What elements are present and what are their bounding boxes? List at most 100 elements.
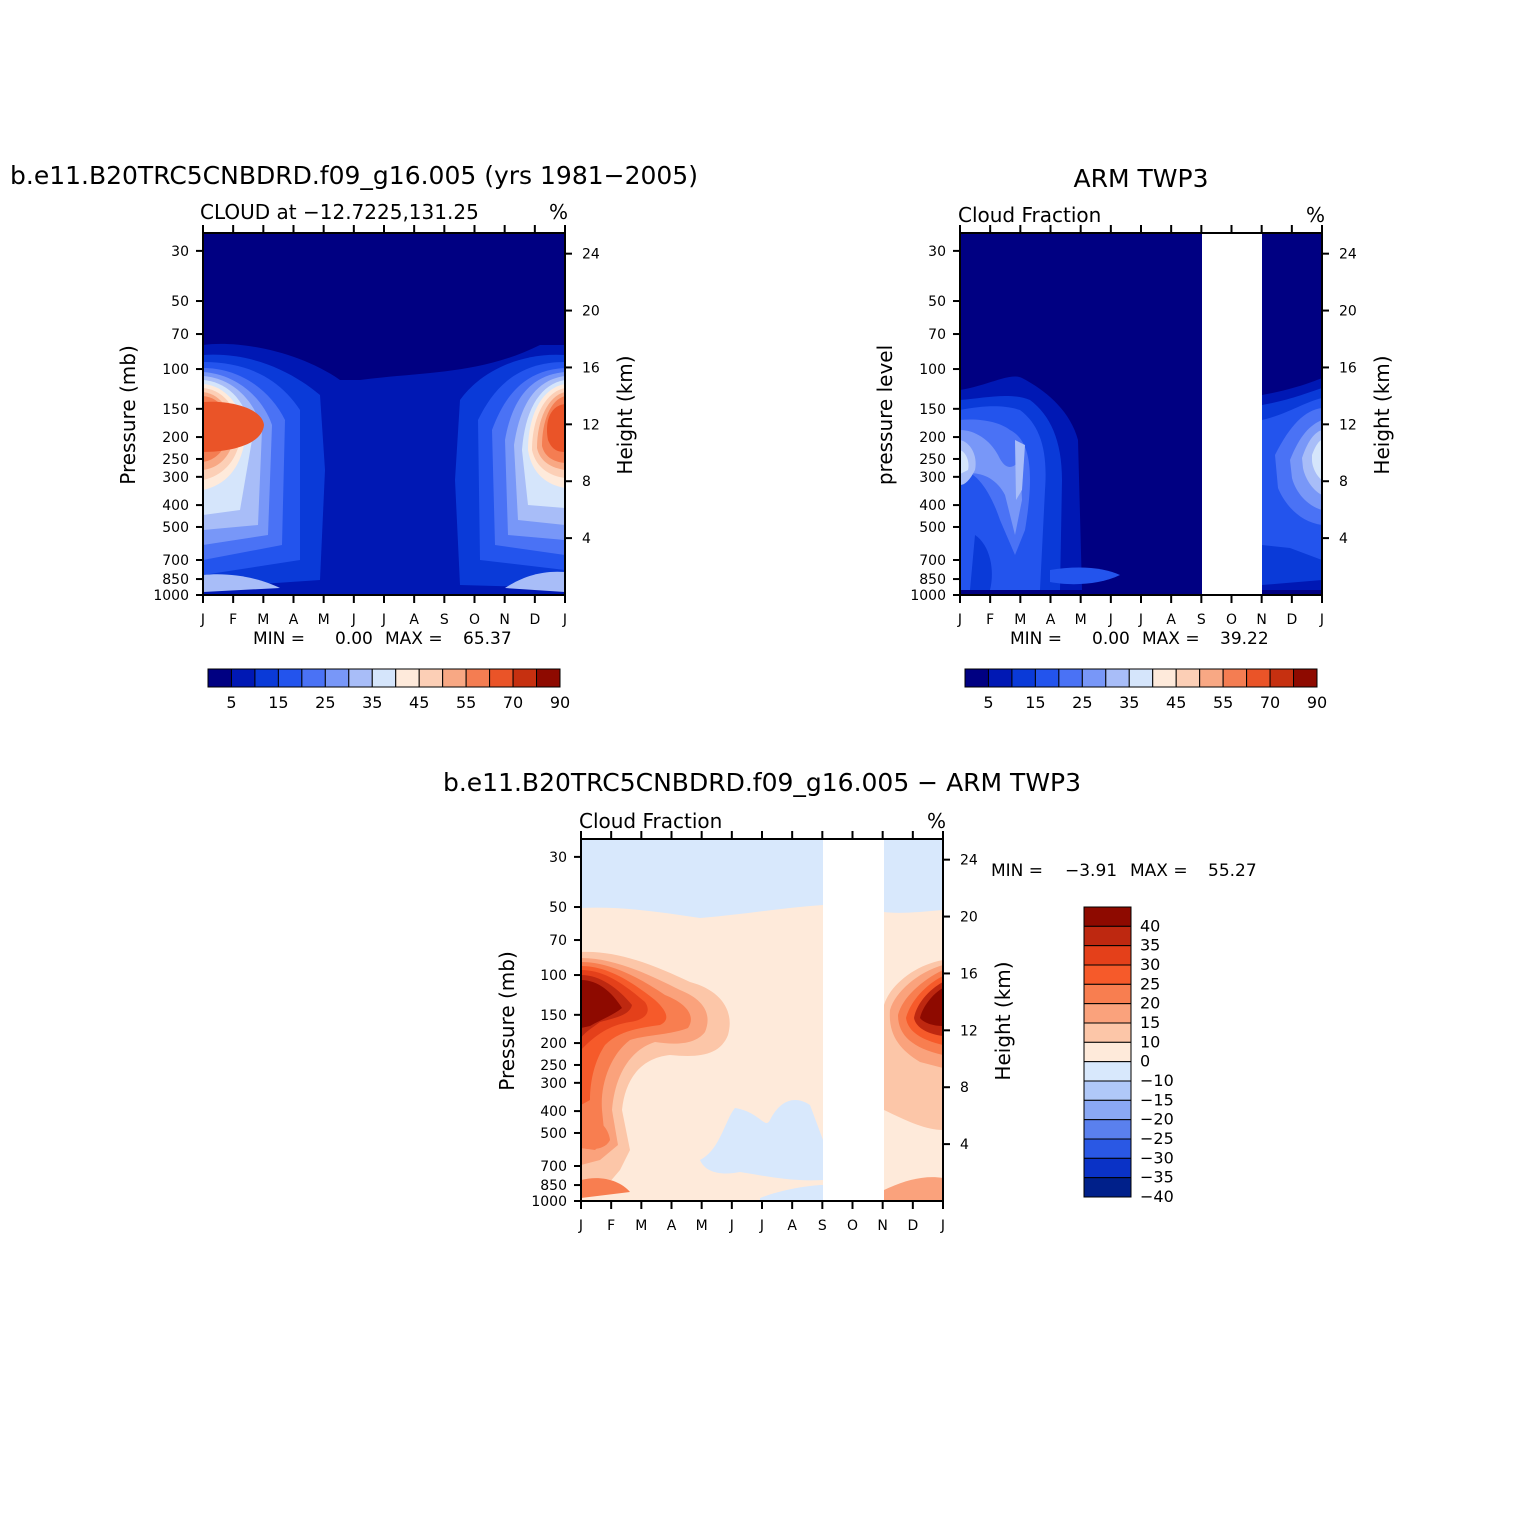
x-tick-label: J (351, 612, 356, 628)
colorbar-label: −20 (1140, 1110, 1174, 1129)
y-tick-label: 50 (171, 294, 189, 310)
panel3-max-value: 55.27 (1208, 861, 1257, 881)
y2-tick-label: 24 (582, 247, 600, 263)
panel1-colorbar: 5 15 25 35 45 55 70 90 (207, 668, 570, 712)
y-tick-label: 1000 (910, 588, 946, 604)
colorbar-swatch (1011, 668, 1036, 688)
y2-tick-label: 24 (1339, 247, 1357, 263)
panel2-min-label: MIN = (1010, 629, 1062, 649)
x-tick-label: J (200, 612, 205, 628)
colorbar-swatch (1083, 1080, 1132, 1101)
colorbar-swatch (1083, 964, 1132, 985)
y-tick-label: 850 (540, 1178, 567, 1194)
panel3-contour-sfc (581, 1178, 630, 1198)
y-tick-label: 150 (162, 402, 189, 418)
y-tick-label: 100 (162, 362, 189, 378)
panel3-contour-neg-top-r (884, 839, 943, 913)
colorbar-swatch (1083, 1099, 1132, 1121)
panel1-max-label: MAX = (385, 629, 443, 649)
x-tick-label: J (1108, 612, 1113, 628)
colorbar-swatch (301, 668, 326, 688)
colorbar-label: −35 (1140, 1168, 1174, 1187)
colorbar-swatch (1083, 1177, 1132, 1198)
colorbar-label: 5 (983, 693, 993, 712)
y-tick-label: 300 (540, 1076, 567, 1092)
colorbar-swatch (1058, 668, 1083, 688)
panel1-y2-axis: 24 20 16 12 8 4 (565, 247, 600, 547)
panel3-max-label: MAX = (1130, 861, 1188, 881)
x-tick-label: J (562, 612, 567, 628)
panel3-contour-r40 (920, 988, 943, 1026)
panel2-units: % (1306, 203, 1325, 227)
y2-tick-label: 16 (582, 360, 600, 376)
colorbar-label: 15 (268, 693, 288, 712)
x-tick-label: S (440, 612, 449, 628)
y-tick-label: 150 (540, 1008, 567, 1024)
x-tick-label: N (499, 612, 509, 628)
panel1-contour-low (203, 574, 280, 592)
y-tick-label: 70 (549, 933, 567, 949)
x-tick-label: N (1256, 612, 1266, 628)
colorbar-swatch (1293, 668, 1318, 688)
colorbar-swatch (1083, 925, 1132, 947)
colorbar-swatch (1105, 668, 1130, 688)
panel3-y2-axis: 24 20 16 12 8 4 (943, 853, 978, 1153)
panel1-min-value: 0.00 (335, 629, 373, 649)
y-tick-label: 250 (919, 452, 946, 468)
y2-tick-label: 20 (1339, 304, 1357, 320)
y-tick-label: 30 (928, 244, 946, 260)
colorbar-swatch (536, 668, 561, 688)
colorbar-label: 55 (1213, 693, 1233, 712)
colorbar-label: 25 (1072, 693, 1092, 712)
x-tick-label: F (607, 1218, 615, 1234)
colorbar-swatch (348, 668, 373, 688)
colorbar-swatch (1034, 668, 1060, 688)
y2-tick-label: 20 (582, 304, 600, 320)
colorbar-swatch (964, 668, 989, 688)
colorbar-label: −40 (1140, 1187, 1174, 1206)
colorbar-swatch (1083, 1041, 1132, 1063)
x-tick-label: M (1075, 612, 1087, 628)
colorbar-label: 40 (1140, 916, 1160, 935)
colorbar-label: 5 (226, 693, 236, 712)
y2-tick-label: 8 (960, 1080, 969, 1096)
panel2-contour-low (970, 535, 992, 590)
panel2-plot-area (959, 232, 1323, 596)
y2-tick-label: 20 (960, 910, 978, 926)
colorbar-swatch (254, 668, 279, 688)
y-tick-label: 200 (162, 430, 189, 446)
panel3-missing-data (823, 839, 884, 1201)
colorbar-swatch (1269, 668, 1295, 688)
x-tick-label: S (818, 1218, 827, 1234)
y-tick-label: 850 (162, 572, 189, 588)
colorbar-label: 0 (1140, 1052, 1150, 1071)
colorbar-swatch (1081, 668, 1107, 688)
panel2-y2-axis: 24 20 16 12 8 4 (1322, 247, 1357, 547)
x-tick-label: O (847, 1218, 858, 1234)
y-tick-label: 250 (540, 1058, 567, 1074)
y2-tick-label: 12 (960, 1023, 978, 1039)
x-tick-label: J (578, 1218, 583, 1234)
y-tick-label: 200 (919, 430, 946, 446)
y-tick-label: 250 (162, 452, 189, 468)
y2-tick-label: 4 (582, 531, 591, 547)
colorbar-swatch (207, 668, 232, 688)
y-tick-label: 850 (919, 572, 946, 588)
colorbar-label: 35 (1119, 693, 1139, 712)
y-tick-label: 300 (162, 470, 189, 486)
colorbar-swatch (987, 668, 1013, 688)
panel2-missing-data (1202, 233, 1262, 595)
colorbar-swatch (324, 668, 350, 688)
colorbar-swatch (465, 668, 491, 688)
y2-tick-label: 12 (582, 417, 600, 433)
y-tick-label: 400 (540, 1104, 567, 1120)
x-tick-label: J (940, 1218, 945, 1234)
y-tick-label: 70 (171, 327, 189, 343)
panel1-y2label: Height (km) (613, 355, 637, 474)
y-tick-label: 50 (549, 900, 567, 916)
colorbar-label: 90 (550, 693, 570, 712)
x-tick-label: A (1046, 612, 1056, 628)
y2-tick-label: 12 (1339, 417, 1357, 433)
